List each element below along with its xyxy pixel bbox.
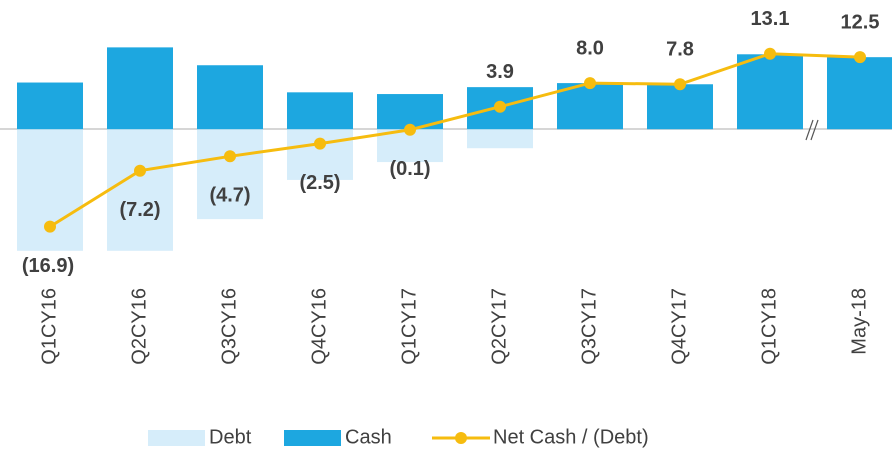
legend-label: Debt xyxy=(209,426,252,448)
legend-swatch xyxy=(455,432,467,444)
data-label: 12.5 xyxy=(841,11,880,33)
line-point xyxy=(674,78,686,91)
bar xyxy=(197,65,263,130)
line-point xyxy=(224,150,236,163)
data-label: 8.0 xyxy=(576,37,604,59)
legend-swatch xyxy=(148,430,205,446)
legend-label: Net Cash / (Debt) xyxy=(493,426,649,448)
data-label: 3.9 xyxy=(486,61,514,83)
bar xyxy=(467,129,533,149)
data-label: 13.1 xyxy=(751,8,790,30)
bar xyxy=(647,84,713,130)
line-point xyxy=(44,220,56,233)
bar xyxy=(557,83,623,130)
line-point xyxy=(854,51,866,64)
bar xyxy=(107,47,173,130)
data-label: (4.7) xyxy=(209,185,250,207)
x-tick-label: Q4CY17 xyxy=(668,288,690,365)
line-point xyxy=(584,77,596,90)
x-tick-label: Q2CY17 xyxy=(488,288,510,365)
bar xyxy=(107,129,173,251)
data-label: (7.2) xyxy=(119,199,160,221)
x-tick-label: Q3CY16 xyxy=(218,288,240,365)
line xyxy=(49,52,861,228)
x-tick-label: Q1CY17 xyxy=(398,288,420,365)
axis-break xyxy=(805,119,819,141)
x-tick-label: Q1CY18 xyxy=(758,288,780,365)
legend-label: Cash xyxy=(345,426,392,448)
bar xyxy=(17,82,83,130)
x-tick-label: May-18 xyxy=(848,288,870,355)
bar xyxy=(197,129,263,220)
x-tick-label: Q1CY16 xyxy=(38,288,60,365)
data-label: (16.9) xyxy=(22,255,74,277)
line-point xyxy=(314,137,326,150)
bar xyxy=(737,54,803,130)
line-point xyxy=(764,47,776,60)
x-tick-label: Q4CY16 xyxy=(308,288,330,365)
line-point xyxy=(134,164,146,177)
line-point xyxy=(404,123,416,136)
x-tick-label: Q2CY16 xyxy=(128,288,150,365)
bar xyxy=(827,57,892,130)
legend-swatch xyxy=(284,430,341,446)
data-label: (2.5) xyxy=(299,172,340,194)
x-tick-label: Q3CY17 xyxy=(578,288,600,365)
data-label: (0.1) xyxy=(389,158,430,180)
data-label: 7.8 xyxy=(666,39,694,61)
line-point xyxy=(494,100,506,113)
bar xyxy=(287,92,353,130)
